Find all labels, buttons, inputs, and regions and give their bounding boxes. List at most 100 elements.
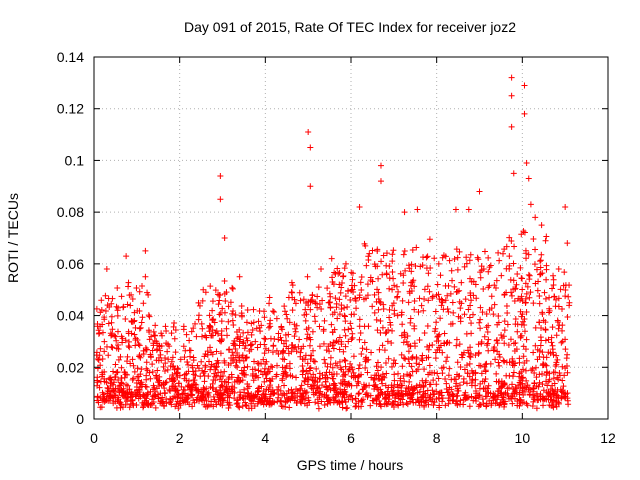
- data-point: [449, 277, 456, 284]
- data-point: [409, 279, 416, 286]
- data-point: [421, 286, 428, 293]
- data-point: [495, 313, 502, 320]
- data-point: [437, 315, 444, 322]
- data-point: [304, 360, 311, 367]
- data-point: [422, 398, 429, 405]
- data-point: [342, 363, 349, 370]
- data-point: [412, 263, 419, 270]
- data-point: [206, 358, 213, 365]
- data-point: [115, 342, 122, 349]
- data-point: [271, 389, 278, 396]
- data-point: [475, 256, 482, 263]
- data-point: [522, 346, 529, 353]
- data-point: [300, 296, 307, 303]
- data-point: [400, 372, 407, 379]
- data-point: [353, 305, 360, 312]
- data-point: [102, 308, 109, 315]
- data-point: [328, 255, 335, 262]
- data-point: [454, 359, 461, 366]
- data-point: [451, 256, 458, 263]
- data-point: [155, 379, 162, 386]
- data-point: [426, 236, 433, 243]
- data-point: [432, 325, 439, 332]
- data-point: [225, 405, 232, 412]
- data-point: [228, 386, 235, 393]
- data-point: [439, 298, 446, 305]
- data-point: [549, 285, 556, 292]
- data-point: [286, 360, 293, 367]
- data-point: [229, 285, 236, 292]
- data-point: [490, 397, 497, 404]
- y-tick-label: 0: [76, 411, 84, 427]
- data-point: [116, 389, 123, 396]
- data-point: [409, 246, 416, 253]
- data-point: [136, 325, 143, 332]
- data-point: [299, 356, 306, 363]
- data-point: [129, 400, 136, 407]
- data-point: [329, 311, 336, 318]
- data-point: [162, 355, 169, 362]
- data-point: [329, 342, 336, 349]
- data-point: [523, 309, 530, 316]
- data-point: [298, 382, 305, 389]
- data-point: [405, 299, 412, 306]
- data-point: [514, 398, 521, 405]
- data-point: [424, 253, 431, 260]
- data-point: [261, 341, 268, 348]
- data-point: [117, 353, 124, 360]
- data-point: [389, 268, 396, 275]
- data-point: [392, 391, 399, 398]
- data-point: [444, 354, 451, 361]
- data-point: [448, 386, 455, 393]
- data-point: [135, 341, 142, 348]
- data-point: [266, 294, 273, 301]
- data-point: [277, 387, 284, 394]
- data-point: [519, 375, 526, 382]
- data-point: [325, 343, 332, 350]
- data-point: [530, 300, 537, 307]
- data-point: [212, 388, 219, 395]
- data-point: [405, 341, 412, 348]
- data-point: [505, 341, 512, 348]
- data-point: [307, 183, 314, 190]
- data-point: [161, 368, 168, 375]
- data-point: [160, 381, 167, 388]
- data-point: [202, 364, 209, 371]
- data-point: [449, 299, 456, 306]
- data-point: [425, 346, 432, 353]
- data-point: [355, 365, 362, 372]
- data-point: [123, 358, 130, 365]
- data-point: [451, 283, 458, 290]
- data-point: [374, 367, 381, 374]
- data-point: [221, 309, 228, 316]
- data-point: [207, 283, 214, 290]
- data-point: [517, 296, 524, 303]
- data-point: [297, 297, 304, 304]
- data-point: [424, 283, 431, 290]
- data-point: [488, 293, 495, 300]
- data-point: [288, 386, 295, 393]
- data-point: [296, 336, 303, 343]
- data-point: [140, 392, 147, 399]
- data-point: [297, 398, 304, 405]
- data-point: [344, 404, 351, 411]
- data-point: [389, 258, 396, 265]
- data-point: [423, 397, 430, 404]
- data-point: [537, 257, 544, 264]
- data-point: [318, 305, 325, 312]
- data-point: [508, 123, 515, 130]
- data-point: [112, 361, 119, 368]
- data-point: [225, 318, 232, 325]
- data-point: [246, 347, 253, 354]
- data-point: [212, 329, 219, 336]
- data-point: [379, 390, 386, 397]
- data-point: [412, 399, 419, 406]
- data-point: [336, 311, 343, 318]
- data-point: [540, 402, 547, 409]
- data-point: [408, 261, 415, 268]
- data-point: [172, 349, 179, 356]
- data-point: [421, 330, 428, 337]
- data-point: [441, 330, 448, 337]
- data-point: [311, 313, 318, 320]
- data-point: [175, 392, 182, 399]
